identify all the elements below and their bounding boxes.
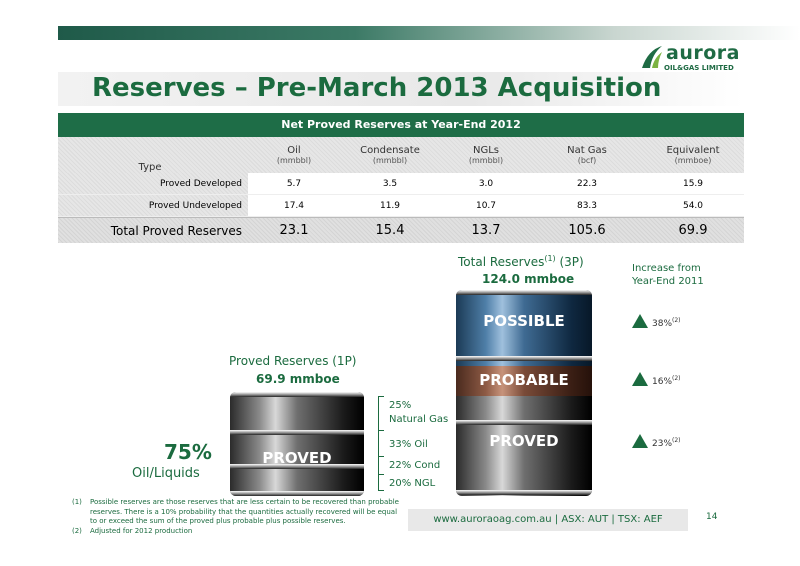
increase-up-icon bbox=[632, 372, 648, 386]
table-cell: 17.4 bbox=[283, 200, 305, 211]
total-barrel: POSSIBLE PROBABLE PROVED bbox=[456, 290, 592, 496]
probable-label: PROBABLE bbox=[479, 371, 569, 389]
breakdown-cond: 22% Cond bbox=[389, 460, 441, 471]
footnotes: (1) Possible reserves are those reserves … bbox=[72, 498, 402, 536]
row-label: Total Proved Reserves bbox=[110, 223, 242, 238]
table-cell: 15.4 bbox=[375, 223, 405, 238]
breakdown-gas-pct: 25% bbox=[389, 400, 412, 411]
table-cell: 83.3 bbox=[576, 200, 598, 211]
table-row: Proved Developed 5.7 3.5 3.0 22.3 15.9 bbox=[58, 173, 744, 195]
table-row: Proved Undeveloped 17.4 11.9 10.7 83.3 5… bbox=[58, 195, 744, 217]
table-cell: 10.7 bbox=[475, 200, 497, 211]
footer-website[interactable]: www.auroraoag.com.au | ASX: AUT | TSX: A… bbox=[408, 509, 688, 531]
table-cell: 69.9 bbox=[678, 223, 708, 238]
table-cell: 3.5 bbox=[382, 178, 398, 189]
breakdown-bracket bbox=[378, 396, 379, 490]
footnote: (1) Possible reserves are those reserves … bbox=[72, 498, 399, 525]
top-gradient-bar bbox=[58, 26, 800, 40]
table-header-row: Type Oil (mmbbl) Condensate (mmbbl) NGLs (m… bbox=[58, 137, 744, 173]
table-total-row: Total Proved Reserves 23.1 15.4 13.7 105… bbox=[58, 217, 744, 243]
breakdown-gas-label: Natural Gas bbox=[389, 414, 449, 425]
table-cell: 11.9 bbox=[379, 200, 401, 211]
logo-subtitle: OIL&GAS LIMITED bbox=[664, 64, 734, 72]
column-header: NGLs (mmbbl) bbox=[468, 145, 504, 165]
possible-label: POSSIBLE bbox=[483, 312, 565, 330]
increase-up-icon bbox=[632, 434, 648, 448]
breakdown-oil: 33% Oil bbox=[389, 439, 428, 450]
oil-liquids-label: Oil/Liquids bbox=[132, 466, 200, 481]
table-cell: 5.7 bbox=[286, 178, 302, 189]
aurora-logo-icon bbox=[642, 46, 662, 68]
company-logo: aurora OIL&GAS LIMITED bbox=[640, 42, 750, 74]
type-header: Type bbox=[138, 162, 162, 173]
table-caption: Net Proved Reserves at Year-End 2012 bbox=[58, 113, 744, 137]
oil-liquids-percent: 75% bbox=[164, 440, 212, 464]
table-cell: 13.7 bbox=[471, 223, 501, 238]
increase-probable: 16%(2) bbox=[652, 375, 681, 387]
total-reserves-value: 124.0 mmboe bbox=[482, 272, 575, 286]
table-cell: 105.6 bbox=[568, 223, 606, 238]
table-cell: 15.9 bbox=[682, 178, 704, 189]
title-background bbox=[58, 72, 744, 106]
column-header: Condensate (mmbbl) bbox=[360, 145, 420, 165]
column-header: Oil (mmbbl) bbox=[276, 145, 312, 165]
total-reserves-title: Total Reserves(1) (3P) bbox=[458, 254, 584, 269]
table-cell: 54.0 bbox=[682, 200, 704, 211]
row-label: Proved Undeveloped bbox=[58, 195, 248, 216]
column-header: Nat Gas (bcf) bbox=[567, 145, 607, 165]
table-cell: 22.3 bbox=[576, 178, 598, 189]
proved-barrel: PROVED bbox=[230, 392, 364, 496]
page-number: 14 bbox=[706, 512, 718, 522]
footnote: (2) Adjusted for 2012 production bbox=[72, 526, 193, 535]
increase-proved: 23%(2) bbox=[652, 437, 681, 449]
increase-up-icon bbox=[632, 314, 648, 328]
reserves-table: Net Proved Reserves at Year-End 2012 Typ… bbox=[58, 113, 744, 243]
table-cell: 23.1 bbox=[279, 223, 309, 238]
increase-title: Increase from Year-End 2011 bbox=[632, 263, 704, 287]
column-header: Equivalent (mmboe) bbox=[666, 145, 720, 165]
page-title: Reserves – Pre-March 2013 Acquisition bbox=[92, 73, 662, 103]
table-cell: 3.0 bbox=[478, 178, 494, 189]
increase-possible: 38%(2) bbox=[652, 317, 681, 329]
row-label: Proved Developed bbox=[58, 173, 248, 194]
proved-reserves-title: Proved Reserves (1P) bbox=[229, 354, 357, 368]
logo-wordmark: aurora bbox=[666, 42, 740, 64]
proved-label: PROVED bbox=[489, 432, 559, 450]
proved-reserves-value: 69.9 mmboe bbox=[256, 372, 340, 386]
proved-barrel-label: PROVED bbox=[262, 449, 332, 467]
breakdown-ngl: 20% NGL bbox=[389, 478, 436, 489]
